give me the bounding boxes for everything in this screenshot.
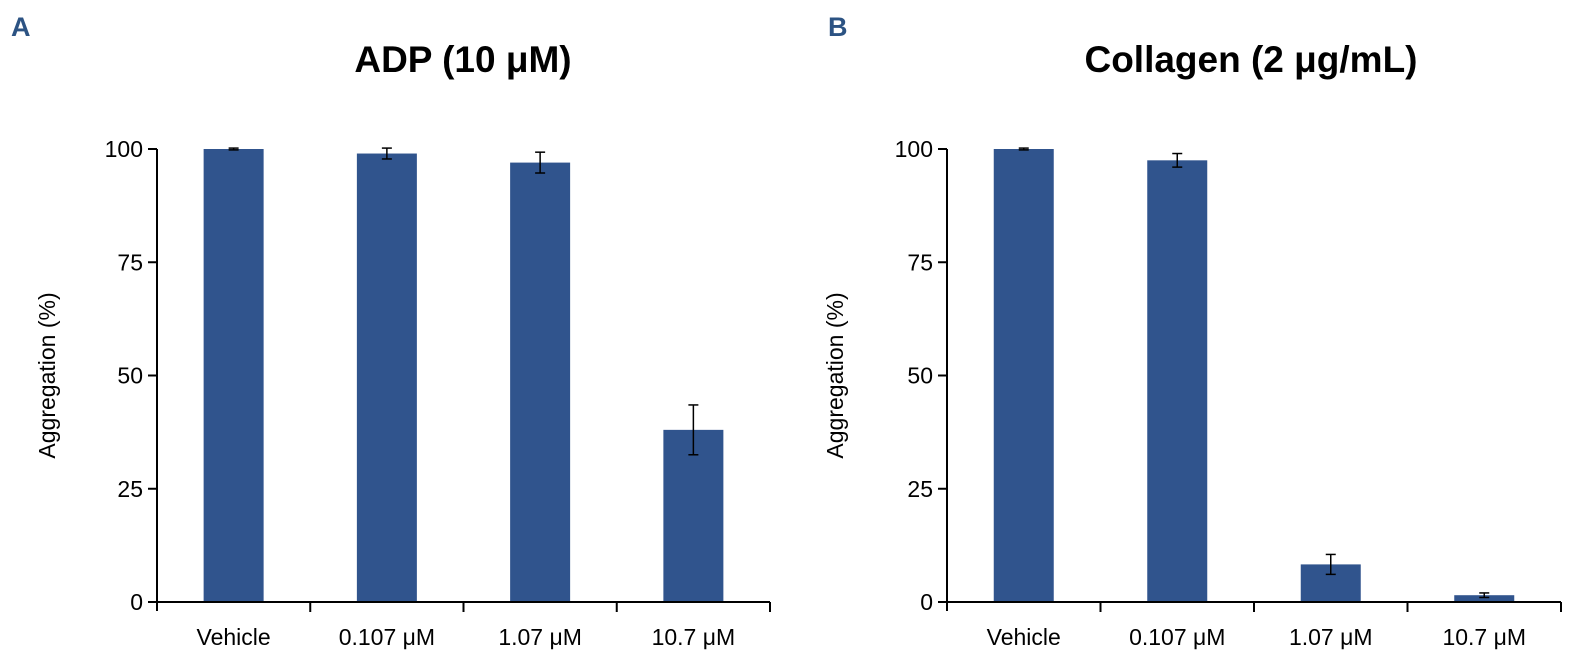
- aggregation-chart-collagen: Collagen (2 μg/mL) Aggregation (%) 0 25 50 75…: [822, 39, 1562, 650]
- y-tick-label: 75: [117, 249, 143, 275]
- x-tick-label: 0.107 μM: [339, 624, 435, 650]
- panel-letter-a: A: [11, 12, 31, 42]
- y-tick-label: 50: [907, 363, 933, 389]
- bar: [510, 162, 571, 602]
- bar: [203, 149, 264, 602]
- aggregation-chart-adp: ADP (10 μM) Aggregation (%) 0 25 50 75 100 Vehi…: [34, 39, 771, 650]
- x-tick-label: 0.107 μM: [1129, 624, 1225, 650]
- y-tick-label: 50: [117, 363, 143, 389]
- y-tick-label: 100: [895, 136, 933, 162]
- panel-letter-b: B: [828, 12, 848, 42]
- bar: [663, 429, 724, 602]
- x-tick-label: Vehicle: [197, 624, 271, 650]
- bar: [993, 149, 1054, 602]
- y-tick-label: 0: [920, 589, 933, 615]
- x-tick-label: Vehicle: [987, 624, 1061, 650]
- y-tick-label: 100: [105, 136, 143, 162]
- panel-b: B Collagen (2 μg/mL) Aggregation (%) 0 25 50…: [790, 0, 1572, 667]
- chart-title: Collagen (2 μg/mL): [1084, 39, 1417, 80]
- y-tick-label: 25: [907, 476, 933, 502]
- y-tick-label: 25: [117, 476, 143, 502]
- x-tick-label: 10.7 μM: [1442, 624, 1526, 650]
- y-axis-label: Aggregation (%): [822, 292, 848, 458]
- y-tick-label: 0: [130, 589, 143, 615]
- bar: [1147, 160, 1208, 602]
- panel-a: A ADP (10 μM) Aggregation (%) 0 25 50 75 100 Ve…: [11, 12, 771, 650]
- bar: [1454, 595, 1515, 602]
- y-tick-label: 75: [907, 249, 933, 275]
- y-axis-label: Aggregation (%): [34, 292, 60, 458]
- x-tick-label: 1.07 μM: [1289, 624, 1373, 650]
- chart-title: ADP (10 μM): [354, 39, 571, 80]
- x-tick-label: 1.07 μM: [498, 624, 582, 650]
- bar: [356, 153, 417, 602]
- x-tick-label: 10.7 μM: [652, 624, 736, 650]
